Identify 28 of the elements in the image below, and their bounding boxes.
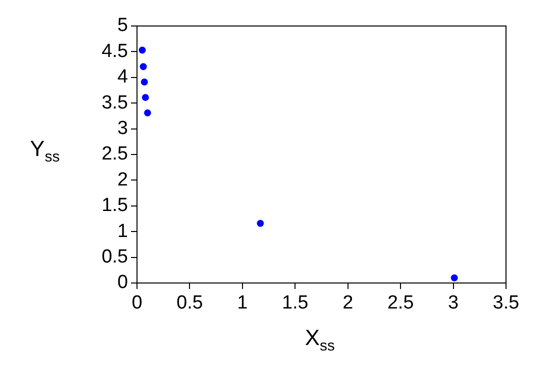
x-tick-label: 0.5	[176, 292, 203, 314]
y-tick-label: 2.5	[102, 144, 128, 165]
point	[140, 78, 148, 86]
y-tick-label: 0.5	[102, 246, 128, 268]
y-tick-label: 0	[117, 272, 128, 294]
point	[144, 109, 152, 116]
y-tick-label: 4	[117, 66, 128, 88]
point	[256, 220, 264, 227]
point	[138, 46, 146, 54]
y-axis-title: Y$_{ss}$	[30, 136, 60, 166]
point	[450, 274, 458, 282]
x-axis-title: X$_{ss}$	[305, 325, 335, 354]
y-tick-label: 3.5	[102, 92, 128, 114]
y-tick-label: 5	[117, 15, 128, 36]
x-tick-label: 3	[448, 292, 459, 314]
x-tick-label: 2.5	[387, 292, 414, 314]
x-tick-label: 1	[237, 292, 248, 314]
x-tick-label: 3.5	[492, 292, 520, 314]
point	[142, 94, 149, 101]
x-tick-label: 0	[132, 292, 142, 314]
x-tick-label: 1.5	[282, 292, 308, 314]
y-tick-label: 1	[117, 220, 128, 242]
x-tick-label: 2	[342, 292, 354, 314]
y-tick-label: 4.5	[102, 40, 128, 62]
point	[140, 63, 147, 70]
y-tick-label: 1.5	[102, 195, 128, 216]
y-tick-label: 3	[117, 118, 128, 140]
y-tick-label: 2	[117, 169, 128, 190]
